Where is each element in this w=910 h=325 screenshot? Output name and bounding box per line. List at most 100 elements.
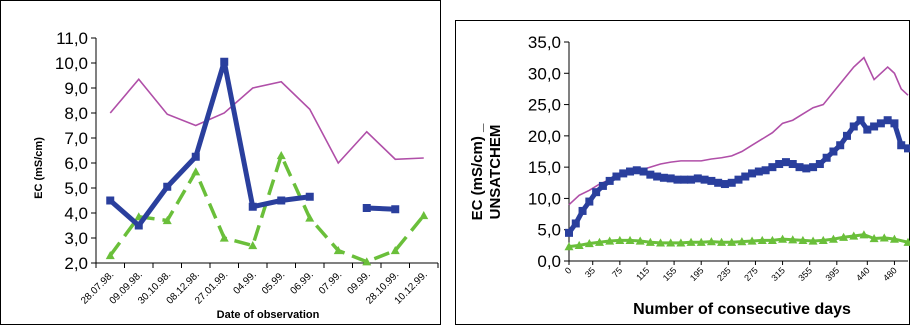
series-1-point-38 (822, 153, 831, 162)
series-1-point-29 (761, 166, 770, 175)
series-1-point-0 (565, 228, 573, 237)
series-2-point-5 (615, 235, 625, 244)
series-2-point-31 (879, 233, 889, 242)
series-1-point-11 (639, 167, 648, 176)
series-1-point-15 (666, 174, 675, 183)
series-2-point-7 (635, 236, 645, 245)
series-2-point-15 (717, 237, 727, 246)
series-0-point-0 (106, 196, 115, 205)
series-0-point-1 (134, 221, 143, 230)
series-1-point-7 (612, 172, 621, 181)
right-y-tick-label: 10,0 (528, 189, 561, 208)
series-1-point-45 (870, 122, 879, 131)
series-1-point-23 (720, 180, 729, 189)
chart-left-xlabel: Date of observation (217, 309, 320, 321)
right-y-tick-label: 5,0 (537, 221, 561, 240)
left-y-tick-label: 9,0 (64, 79, 88, 98)
series-1-point-2 (162, 216, 172, 225)
series-1-point-3 (191, 167, 201, 176)
series-0-point-6 (277, 196, 286, 205)
series-0-line-1 (366, 205, 396, 212)
series-2-point-2 (584, 238, 594, 248)
series-2-point-21 (778, 234, 788, 243)
series-2-point-18 (747, 236, 757, 245)
series-0-point-4 (220, 57, 229, 66)
series-2-point-12 (686, 237, 696, 246)
series-2-point-8 (645, 237, 655, 246)
series-1-point-20 (700, 175, 709, 184)
series-0-point-2 (163, 182, 172, 191)
left-y-tick-label: 10,0 (55, 54, 88, 73)
series-2-point-11 (676, 238, 686, 247)
right-y-tick-label: 0,0 (537, 252, 561, 271)
series-1-point-35 (802, 164, 811, 173)
series-2-point-13 (696, 237, 706, 246)
series-1-point-31 (775, 160, 784, 169)
series-1-point-10 (390, 246, 400, 255)
series-1-point-50 (904, 144, 910, 153)
series-2-point-27 (839, 232, 849, 241)
series-1-point-34 (795, 163, 804, 172)
series-1-point-5 (598, 181, 607, 190)
series-1-line-0 (108, 150, 426, 264)
series-2-point-3 (595, 237, 605, 246)
series-2-point-14 (706, 237, 716, 246)
series-2-point-26 (828, 234, 838, 243)
series-1-point-8 (333, 246, 343, 255)
series-2-point-10 (666, 238, 676, 247)
series-2-point-33 (903, 237, 910, 246)
series-1-point-42 (849, 122, 858, 131)
series-2-point-6 (625, 235, 635, 244)
series-1-point-17 (680, 175, 689, 184)
chart-left-frame (0, 0, 441, 325)
chart-right-ylabel-line2: UNSATCHEM (487, 125, 504, 220)
series-1-point-14 (659, 173, 668, 182)
series-2-line-0 (109, 77, 424, 165)
series-1-point-46 (876, 119, 885, 128)
series-1-point-4 (219, 233, 229, 242)
left-y-tick-label: 11,0 (56, 29, 88, 48)
left-y-tick-label: 7,0 (64, 129, 88, 148)
series-0-point-10 (391, 205, 400, 214)
right-y-tick-label: 20,0 (528, 127, 561, 146)
series-1-point-43 (856, 116, 865, 125)
series-2-point-19 (757, 235, 767, 244)
series-1-point-36 (809, 163, 818, 172)
series-2-point-23 (798, 235, 808, 244)
series-1-point-27 (748, 169, 757, 178)
series-1-point-5 (248, 241, 258, 250)
series-0-point-9 (362, 204, 371, 212)
series-1-point-48 (890, 119, 899, 128)
series-1-point-6 (605, 176, 614, 185)
series-2-point-20 (767, 235, 777, 244)
series-1-point-3 (585, 197, 594, 206)
series-1-point-8 (619, 169, 628, 178)
series-1-point-2 (578, 206, 587, 215)
series-0-point-3 (191, 152, 200, 161)
series-1-point-12 (646, 170, 655, 179)
series-1-point-44 (863, 125, 872, 134)
chart-right: EC (mS/cm) _ UNSATCHEM Number of consecu… (455, 20, 910, 325)
right-x-tick-label: 0 (563, 265, 574, 276)
series-1-point-22 (714, 178, 723, 187)
series-1-point-1 (571, 219, 580, 228)
series-1-point-32 (781, 158, 790, 167)
left-y-tick-label: 2,0 (64, 254, 88, 273)
series-2-point-0 (564, 242, 574, 251)
left-y-tick-label: 8,0 (64, 104, 88, 123)
series-1-point-49 (897, 141, 906, 150)
series-0-line-0 (108, 59, 311, 228)
chart-right-ylabel-line1: EC (mS/cm) _ (469, 123, 486, 220)
series-1-point-25 (734, 175, 743, 184)
series-1-point-28 (754, 167, 763, 176)
series-1-point-10 (632, 166, 641, 175)
series-1-point-39 (829, 147, 838, 156)
chart-left: EC (mS/cm) Date of observation 2,0 3,0 4,0… (0, 0, 441, 325)
series-2-point-4 (605, 236, 615, 245)
series-2-point-30 (869, 233, 879, 243)
series-1-point-16 (673, 175, 682, 184)
series-2-point-32 (889, 234, 899, 243)
series-1-point-9 (626, 167, 635, 176)
left-y-tick-label: 3,0 (64, 229, 88, 248)
series-1-point-40 (836, 141, 845, 150)
